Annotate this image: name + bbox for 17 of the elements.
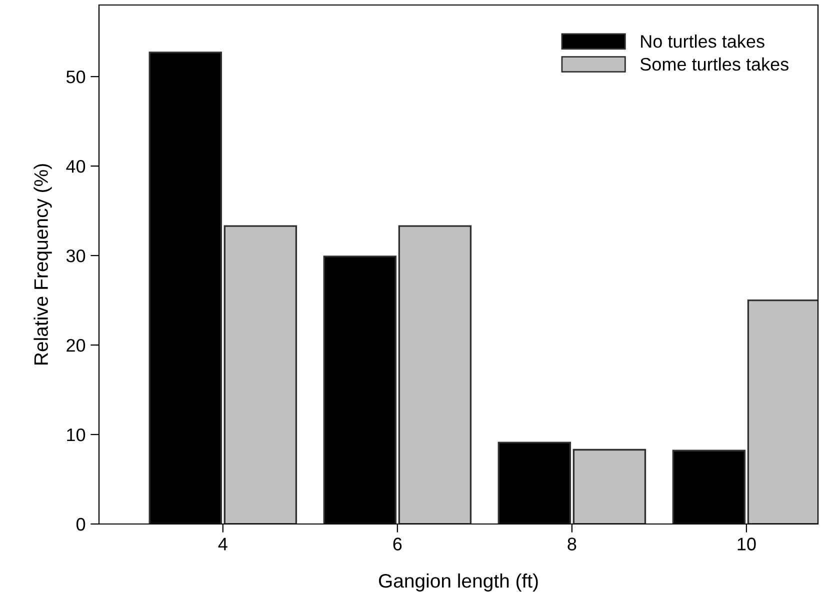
x-tick-label: 6 — [393, 538, 402, 550]
y-tick-label: 0 — [76, 518, 86, 531]
legend-label: No turtles takes — [641, 34, 764, 48]
x-tick-label: 4 — [218, 538, 228, 550]
x-axis-title: Gangion length (ft) — [378, 573, 538, 592]
y-tick-label: 30 — [66, 249, 86, 262]
bar — [398, 225, 472, 524]
y-tick-label: 40 — [66, 160, 86, 173]
y-axis-title: Relative Frequency (%) — [34, 164, 52, 364]
bar — [224, 225, 298, 524]
x-tick-label: 10 — [738, 538, 756, 550]
y-tick-label: 10 — [67, 428, 86, 442]
y-tick-label: 20 — [66, 338, 86, 352]
bar — [572, 448, 646, 524]
x-tick-label: 8 — [568, 538, 576, 550]
y-tick-label: 50 — [66, 70, 86, 84]
legend-label: Some turtles takes — [640, 57, 788, 71]
